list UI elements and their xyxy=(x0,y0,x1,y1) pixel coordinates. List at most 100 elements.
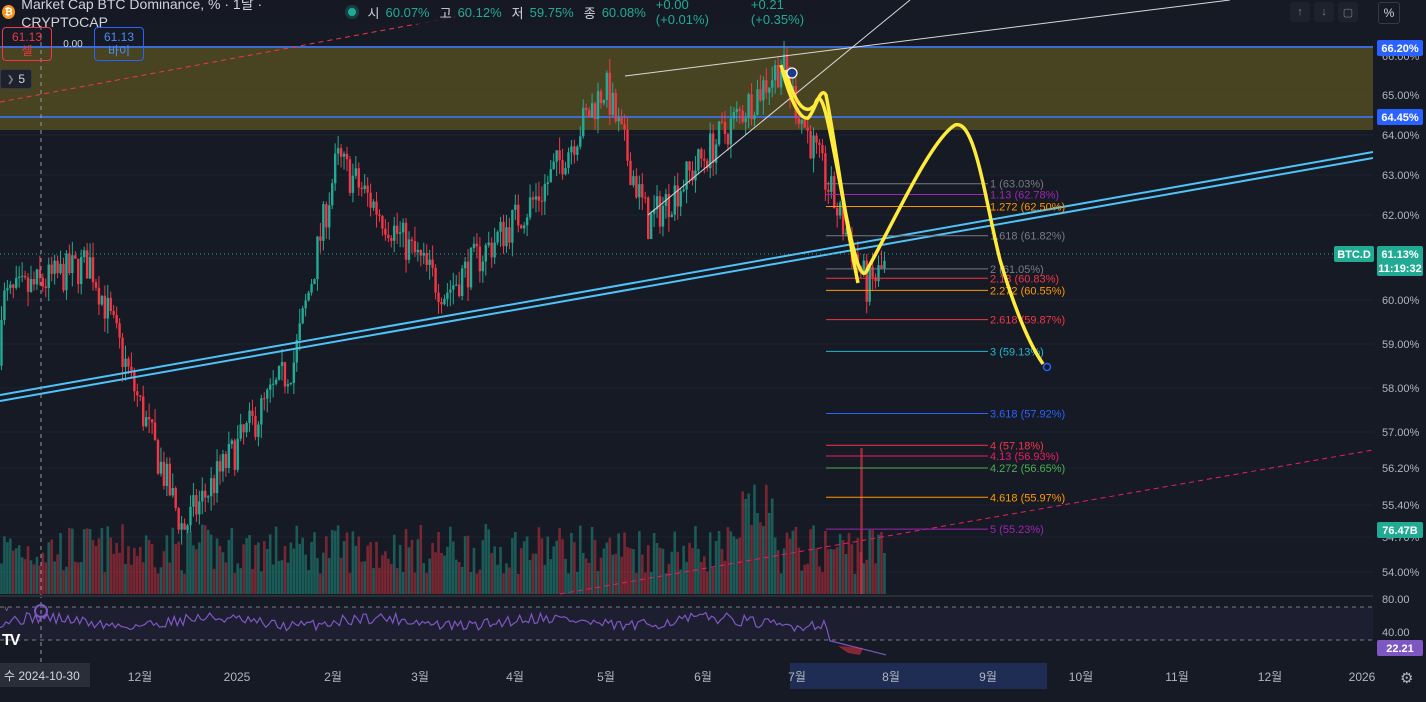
fib-level-label: 4 (57.18%) xyxy=(990,440,1044,452)
projection-end-marker[interactable] xyxy=(1042,362,1052,372)
white-trendline-1[interactable] xyxy=(624,0,1231,77)
volume-bar xyxy=(496,564,499,594)
volume-bar xyxy=(726,527,730,594)
candle-body xyxy=(251,410,254,416)
candle-body xyxy=(821,145,824,154)
volume-spike xyxy=(860,448,863,594)
candle-body xyxy=(351,175,355,193)
volume-bar xyxy=(378,567,381,594)
percent-toggle[interactable]: % xyxy=(1378,2,1400,24)
candle-body xyxy=(841,202,845,235)
candle-body xyxy=(457,284,461,297)
rsi-settings-icon[interactable] xyxy=(34,604,48,618)
time-axis-bg xyxy=(0,663,1426,697)
sell-button[interactable]: 61.13 셀 xyxy=(2,27,52,61)
dashed-trendline-top[interactable] xyxy=(0,13,471,103)
volume-bar xyxy=(144,535,148,594)
time-axis-highlight xyxy=(790,663,1047,689)
price-tag-mid-bg xyxy=(1377,109,1423,125)
volume-bar xyxy=(106,526,110,594)
candle-body xyxy=(611,92,614,115)
candle-body xyxy=(384,228,387,235)
volume-bar xyxy=(611,554,615,594)
candle-body xyxy=(756,89,759,116)
volume-bar xyxy=(466,535,470,594)
volume-bar xyxy=(756,513,759,594)
candle-body xyxy=(732,112,736,119)
arrow-up-icon[interactable]: ↑ xyxy=(1290,2,1310,22)
candle-body xyxy=(387,234,390,239)
arrow-down-icon[interactable]: ↓ xyxy=(1314,2,1334,22)
candle-body xyxy=(366,185,369,193)
volume-bar xyxy=(138,546,142,594)
volume-bar xyxy=(224,562,228,594)
candle-body xyxy=(646,197,650,239)
projection-start-marker[interactable] xyxy=(786,67,798,79)
channel-line-upper[interactable] xyxy=(0,151,1374,396)
volume-bar xyxy=(593,539,597,594)
projection-path-drop[interactable] xyxy=(779,64,860,284)
candle-body xyxy=(156,440,160,474)
volume-bar xyxy=(877,534,880,594)
volume-bar xyxy=(384,551,387,594)
candle-body xyxy=(726,133,730,145)
candle-body xyxy=(706,160,709,169)
price-tick-label: 59.00% xyxy=(1382,339,1420,351)
candle-body xyxy=(15,277,18,288)
dashed-trendline-bottom[interactable] xyxy=(559,449,1374,595)
chevron-down-icon: ❯ xyxy=(6,73,15,84)
candle-body xyxy=(484,245,487,262)
candle-body xyxy=(304,300,307,309)
current-price-tag-bg xyxy=(1377,246,1423,262)
rsi-value-tag: 22.21 xyxy=(1386,643,1414,655)
price-tick-label: 56.20% xyxy=(1382,463,1420,475)
candle-body xyxy=(528,197,532,218)
low-value: 59.75% xyxy=(529,4,574,20)
gear-icon[interactable]: ⚙ xyxy=(1400,670,1414,687)
volume-bar xyxy=(265,548,269,594)
candle-body xyxy=(263,398,266,400)
volume-bar xyxy=(883,552,886,594)
time-cursor-label: 수 2024-10-30 xyxy=(4,669,80,683)
collapse-pane-icon[interactable]: ˅ xyxy=(4,604,10,614)
volume-bar xyxy=(744,498,747,594)
volume-bar xyxy=(404,529,408,594)
buy-button[interactable]: 61.13 바이 xyxy=(94,27,144,61)
market-status-icon[interactable] xyxy=(347,8,356,16)
time-axis-label: 2월 xyxy=(324,670,342,684)
volume-bar xyxy=(124,564,127,594)
volume-bar xyxy=(242,544,245,594)
volume-bar xyxy=(304,554,307,594)
price-tick-label: 58.00% xyxy=(1382,383,1420,395)
volume-bar xyxy=(336,525,340,594)
candle-body xyxy=(703,158,706,161)
price-axis[interactable]: 66.00%65.00%64.00%63.00%62.00%61.00%60.0… xyxy=(1334,40,1423,656)
candle-body xyxy=(29,279,33,292)
indicator-count-toggle[interactable]: ❯ 5 xyxy=(0,69,32,89)
candle-body xyxy=(782,54,786,71)
volume-bar xyxy=(319,573,322,594)
candle-body xyxy=(667,194,671,218)
volume-bar xyxy=(407,547,411,594)
volume-bar xyxy=(180,570,183,594)
white-trendline-2[interactable] xyxy=(647,0,911,216)
time-axis[interactable]: 12월 2025 2월 3월 4월 5월 6월 7월 8월 9월 10월 11월 12월 2026 수 20… xyxy=(0,663,1376,687)
candle-body xyxy=(511,209,514,243)
volume-bar xyxy=(440,552,443,594)
fib-level-label: 4.272 (56.65%) xyxy=(990,463,1065,475)
volume-bar xyxy=(549,559,553,594)
candle-body xyxy=(753,115,756,120)
volume-bar xyxy=(646,545,650,594)
candle-body xyxy=(688,161,691,171)
channel-line-lower[interactable] xyxy=(0,157,1374,402)
volume-bar xyxy=(357,536,361,594)
maximize-icon[interactable]: ▢ xyxy=(1338,2,1358,22)
symbol-title[interactable]: Market Cap BTC Dominance, % · 1날 · CRYPT… xyxy=(21,0,263,30)
volume-bar xyxy=(333,530,337,594)
candle-body xyxy=(390,238,393,241)
candle-body xyxy=(404,222,408,260)
volume-bar xyxy=(410,539,414,594)
candle-body xyxy=(74,255,77,259)
